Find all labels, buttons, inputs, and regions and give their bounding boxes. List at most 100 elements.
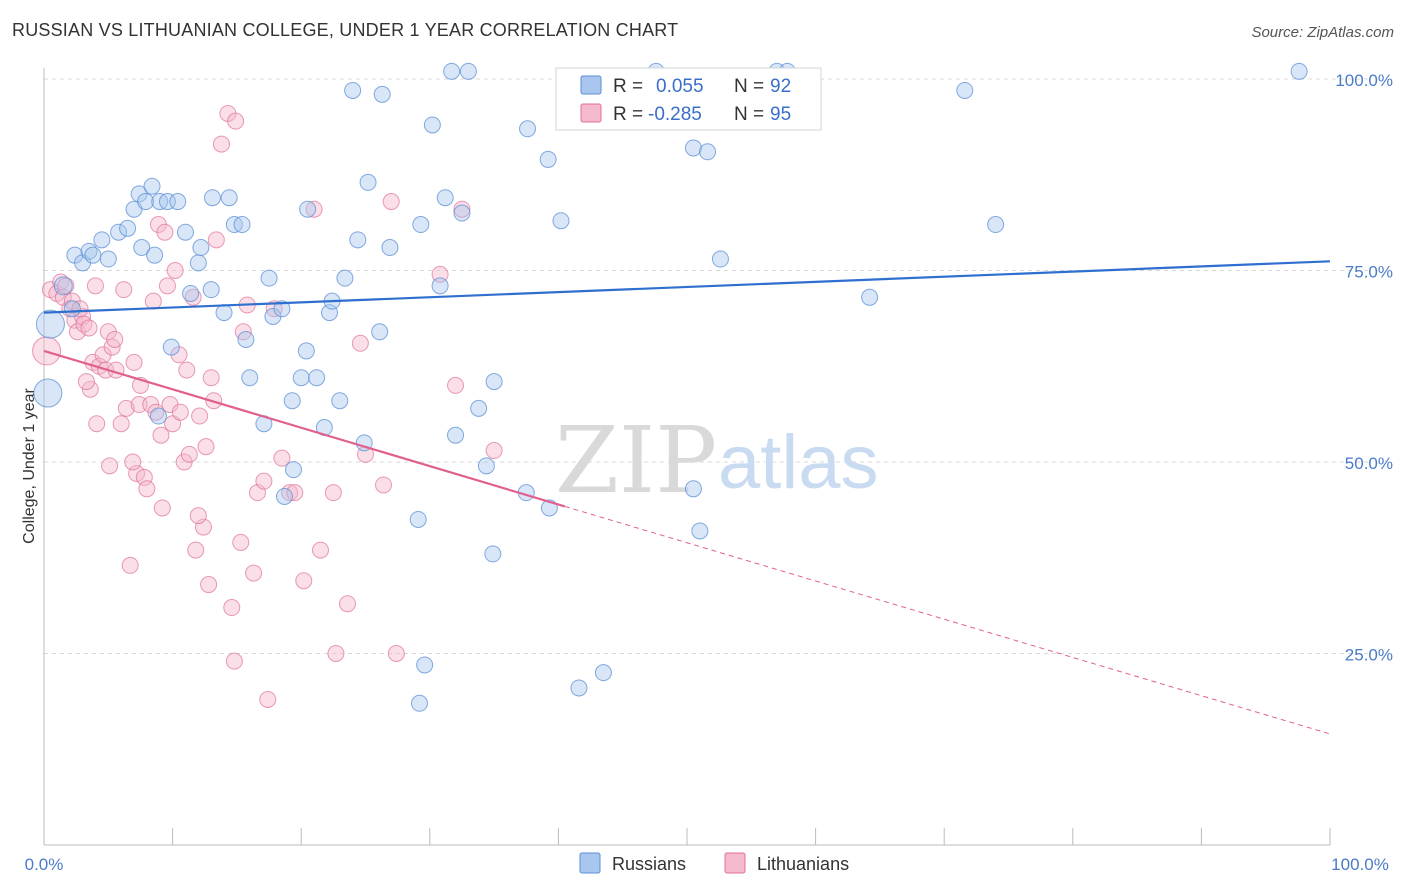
- x-axis-ticks: [43, 828, 1331, 845]
- lithuanians-point: [125, 353, 143, 371]
- lithuanians-point: [485, 442, 503, 460]
- russians-point: [552, 212, 570, 230]
- source-credit: Source: ZipAtlas.com: [1251, 24, 1394, 41]
- trend-lines: [43, 260, 1331, 735]
- russians-point: [202, 281, 220, 299]
- russians-point: [158, 193, 176, 211]
- legend-russians-n-value: 92: [770, 76, 791, 97]
- lithuanians-point: [144, 292, 162, 310]
- lithuanians-point: [88, 415, 106, 433]
- russians-point: [711, 250, 729, 268]
- lithuanians-point: [200, 576, 218, 594]
- series-legend: Russians Lithuanians: [579, 852, 849, 874]
- russians-point: [470, 399, 488, 417]
- lithuanians-point: [453, 200, 471, 218]
- lithuanians-point: [197, 438, 215, 456]
- lithuanians-point: [166, 262, 184, 279]
- lithuanians-point: [81, 380, 99, 398]
- lithuanians-trend-extension: [564, 505, 1331, 735]
- lithuanians-point: [295, 572, 313, 590]
- russians-point: [192, 239, 210, 257]
- russians-point: [373, 85, 391, 103]
- russians-point: [684, 139, 702, 157]
- lithuanians-point: [86, 277, 104, 295]
- lithuanians-point: [171, 403, 189, 421]
- lithuanians-point: [232, 533, 250, 551]
- russians-point: [447, 426, 465, 444]
- russians-point: [169, 193, 187, 211]
- y-tick-labels: 25.0% 50.0% 75.0% 100.0%: [1335, 71, 1393, 665]
- lithuanians-point: [245, 564, 263, 582]
- lithuanians-point: [273, 449, 291, 467]
- lithuanians-point: [152, 426, 170, 444]
- legend-russians-r-label: R =: [613, 76, 643, 97]
- bottom-legend-russians-label: Russians: [612, 854, 686, 874]
- russians-point: [35, 309, 65, 339]
- russians-point: [99, 250, 117, 268]
- lithuanians-point: [207, 231, 225, 249]
- russians-point: [594, 664, 612, 682]
- lithuanians-point: [112, 415, 130, 433]
- russians-point: [436, 189, 454, 207]
- russians-point: [691, 522, 709, 540]
- lithuanians-point: [156, 223, 174, 241]
- russians-point: [297, 342, 315, 360]
- lithuanians-point: [447, 376, 465, 394]
- lithuanians-point: [191, 407, 209, 425]
- russians-point: [143, 177, 161, 195]
- russians-point: [220, 189, 238, 207]
- lithuanians-point: [351, 334, 369, 352]
- lithuanians-point: [286, 484, 304, 502]
- russians-point: [273, 300, 291, 318]
- russians-point: [684, 480, 702, 498]
- legend-lithuanians-swatch: [580, 103, 602, 123]
- y-axis-label: College, Under 1 year: [21, 388, 38, 544]
- russians-point: [176, 223, 194, 241]
- russians-point: [119, 219, 137, 237]
- lithuanians-point: [225, 652, 243, 670]
- chart-title: RUSSIAN VS LITHUANIAN COLLEGE, UNDER 1 Y…: [12, 20, 679, 40]
- russians-point: [237, 330, 255, 348]
- lithuanians-point: [202, 369, 220, 387]
- lithuanians-point: [259, 690, 277, 708]
- lithuanians-point: [101, 457, 119, 475]
- russians-point: [133, 239, 151, 257]
- russians-point: [63, 300, 81, 318]
- russians-point: [308, 369, 326, 387]
- russians-point: [53, 276, 73, 296]
- y-tick-label: 25.0%: [1345, 646, 1393, 665]
- lithuanians-point: [121, 556, 139, 574]
- lithuanians-point: [187, 541, 205, 559]
- lithuanians-point: [57, 277, 75, 295]
- y-tick-label: 100.0%: [1335, 71, 1393, 90]
- lithuanians-point: [117, 399, 135, 417]
- lithuanians-point: [130, 396, 148, 414]
- lithuanians-point: [128, 464, 146, 482]
- watermark-zip: ZIP: [555, 407, 717, 514]
- lithuanians-point: [212, 135, 230, 153]
- y-tick-label: 50.0%: [1345, 454, 1393, 473]
- lithuanians-point: [311, 541, 329, 559]
- lithuanians-point: [223, 599, 241, 617]
- russians-point: [203, 189, 221, 207]
- russians-point: [137, 193, 155, 211]
- russians-point: [110, 223, 128, 241]
- russians-point: [275, 487, 293, 505]
- russians-point: [189, 254, 207, 272]
- russians-point: [453, 204, 471, 222]
- gridlines: [44, 78, 1370, 654]
- lithuanians-point: [180, 445, 198, 463]
- russians-point: [409, 510, 427, 528]
- watermark: ZIP atlas: [555, 407, 879, 514]
- russians-point: [484, 545, 502, 563]
- watermark-atlas: atlas: [718, 420, 879, 505]
- russians-point: [149, 407, 167, 425]
- lithuanians-point: [324, 484, 342, 502]
- legend-russians-swatch: [580, 75, 602, 95]
- russians-point: [987, 216, 1005, 234]
- russians-point: [349, 231, 367, 249]
- russians-point: [861, 288, 879, 306]
- russians-point: [162, 338, 180, 356]
- lithuanians-point: [387, 645, 405, 662]
